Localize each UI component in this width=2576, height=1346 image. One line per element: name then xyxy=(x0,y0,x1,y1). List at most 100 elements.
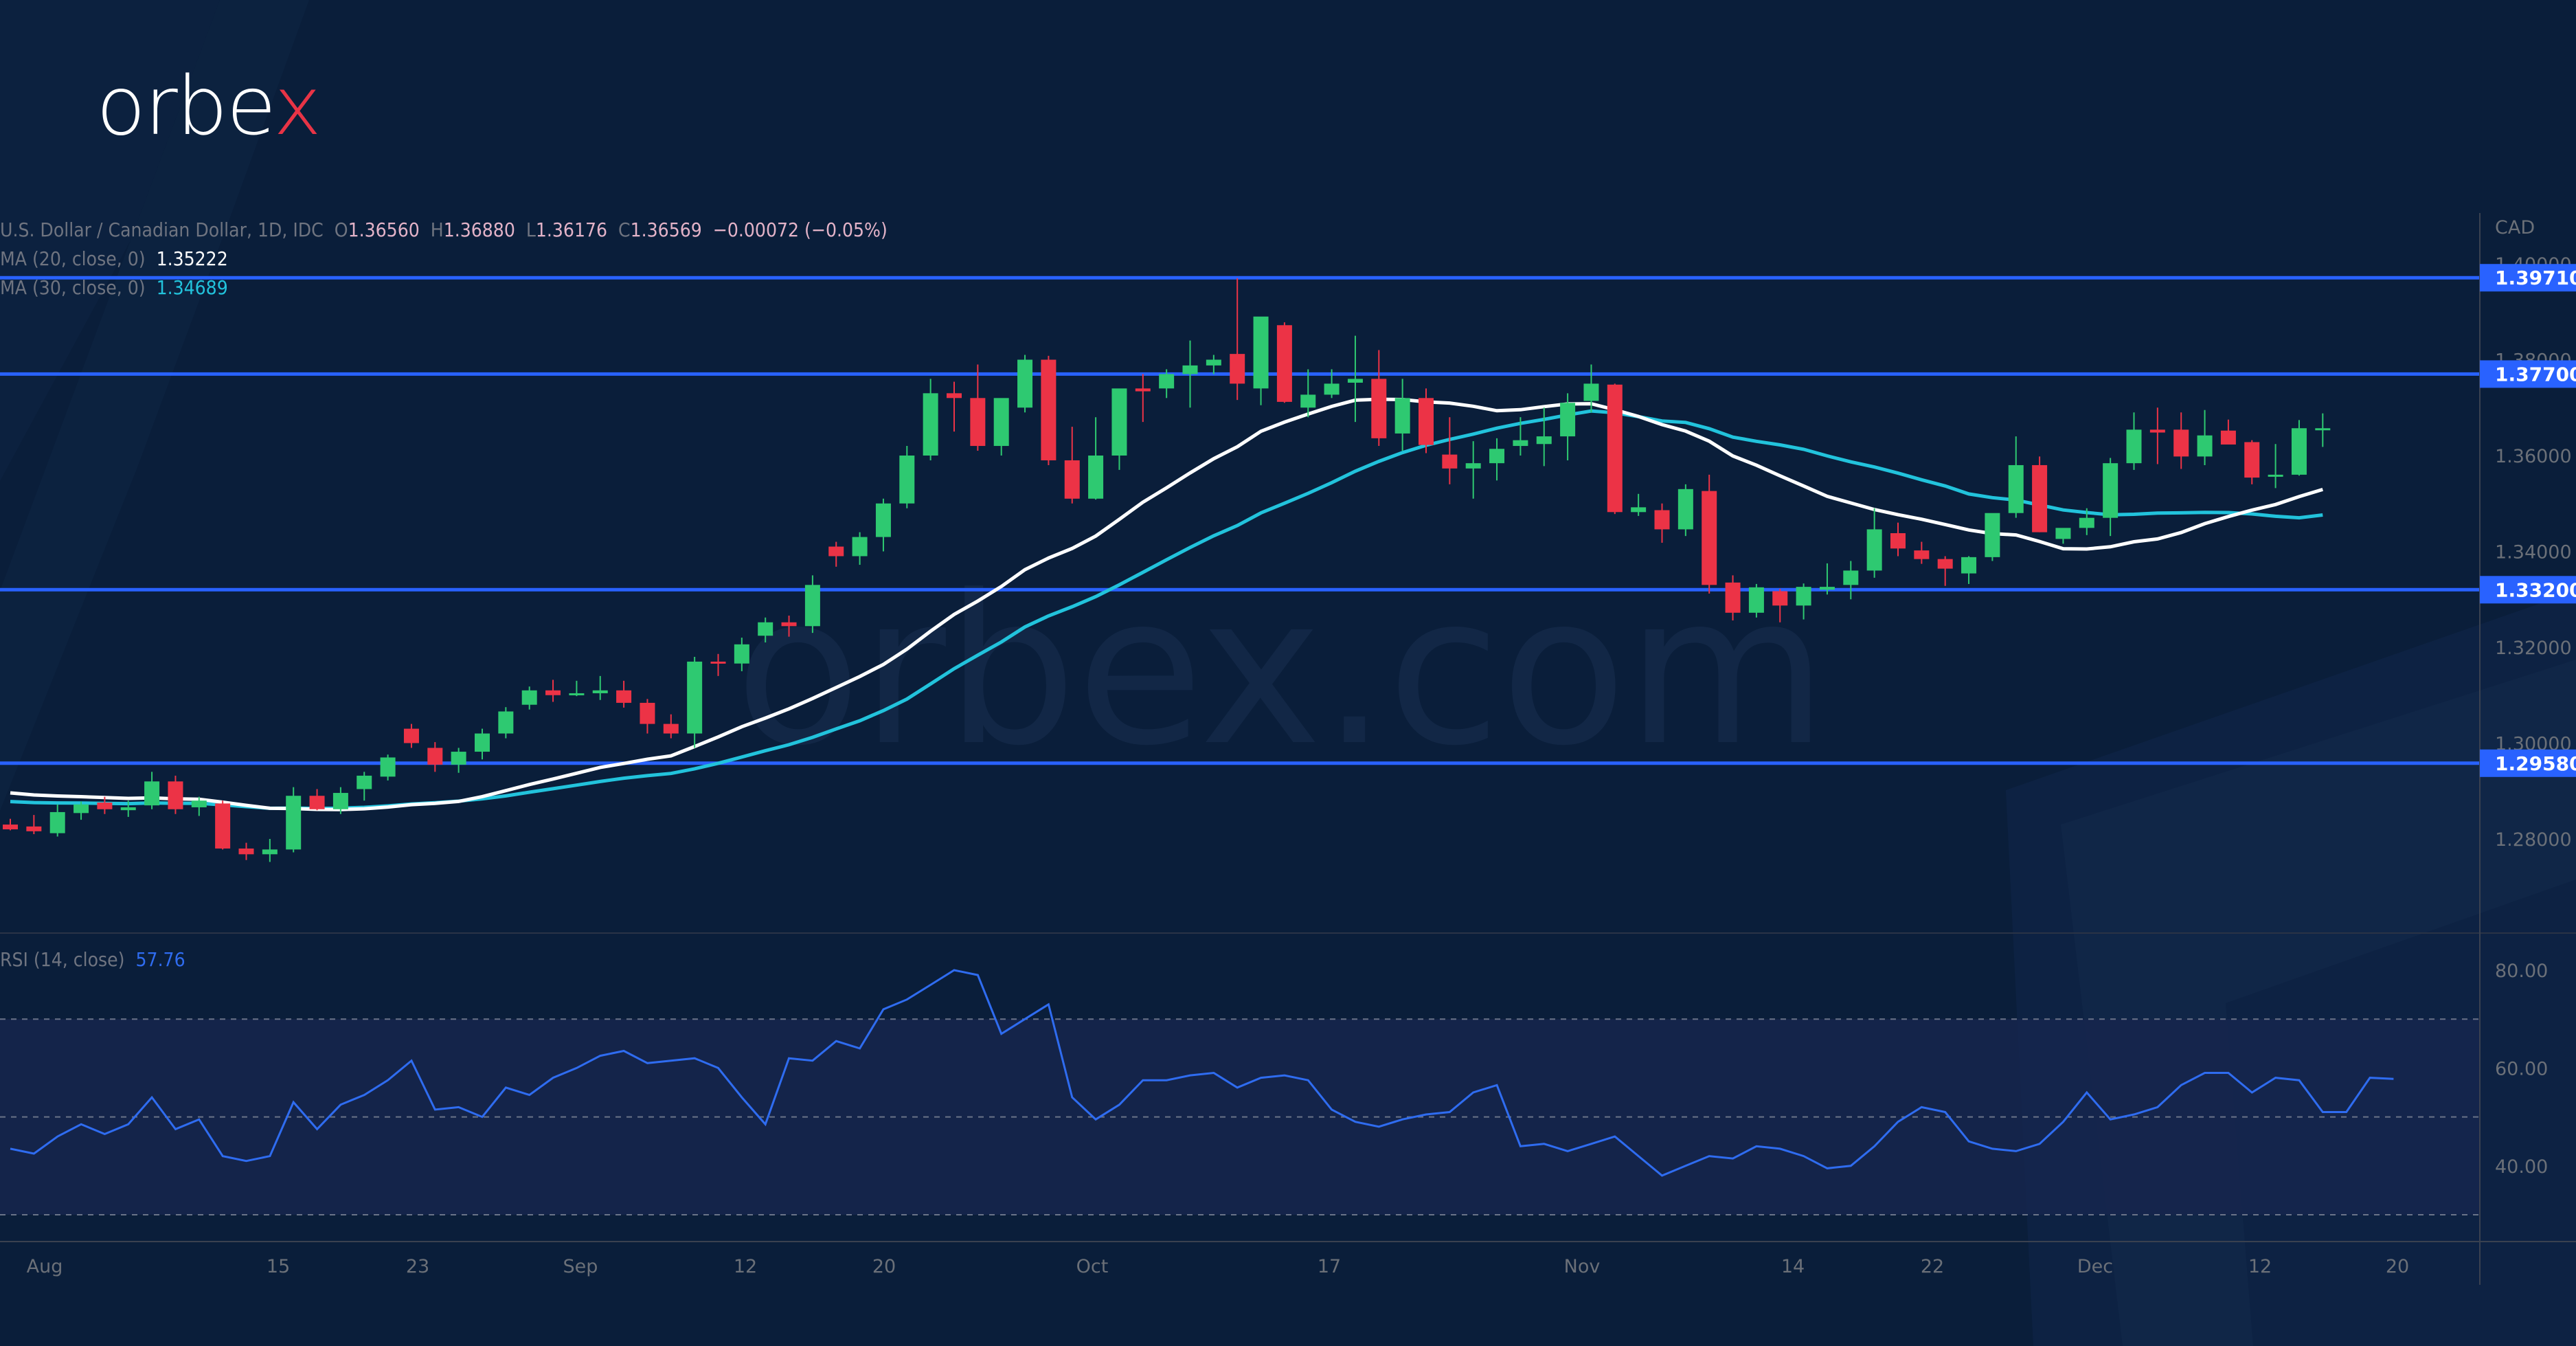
candle-up[interactable] xyxy=(1796,587,1811,606)
candle-up[interactable] xyxy=(1819,587,1835,590)
candle-up[interactable] xyxy=(1111,388,1127,456)
candle-up[interactable] xyxy=(923,393,938,456)
candle-down[interactable] xyxy=(1276,325,1292,402)
candle-up[interactable] xyxy=(2268,474,2283,477)
candle-down[interactable] xyxy=(1607,384,1623,513)
candle-down[interactable] xyxy=(710,661,726,664)
candle-down[interactable] xyxy=(2149,429,2165,433)
candle-up[interactable] xyxy=(1843,570,1859,585)
candle-down[interactable] xyxy=(947,393,962,399)
candle-up[interactable] xyxy=(687,661,703,734)
candle-up[interactable] xyxy=(49,811,65,833)
candle-down[interactable] xyxy=(2032,464,2048,532)
candle-up[interactable] xyxy=(1513,440,1528,447)
candle-up[interactable] xyxy=(852,537,868,557)
candle-down[interactable] xyxy=(168,781,183,809)
candle-down[interactable] xyxy=(2173,429,2189,457)
candle-up[interactable] xyxy=(2103,463,2119,518)
candle-up[interactable] xyxy=(1489,449,1505,464)
candle-up[interactable] xyxy=(1347,379,1363,383)
candle-up[interactable] xyxy=(1017,359,1033,408)
candle-down[interactable] xyxy=(663,724,679,734)
candle-up[interactable] xyxy=(498,711,514,734)
ma20-legend[interactable]: MA (20, close, 0) 1.35222 xyxy=(0,247,228,270)
candle-up[interactable] xyxy=(1536,436,1552,445)
candle-up[interactable] xyxy=(74,804,89,814)
candle-up[interactable] xyxy=(1961,557,1977,574)
candle-down[interactable] xyxy=(97,802,113,809)
candle-down[interactable] xyxy=(1371,379,1387,438)
ma30-legend[interactable]: MA (30, close, 0) 1.34689 xyxy=(0,276,228,299)
candle-down[interactable] xyxy=(640,702,655,724)
candle-down[interactable] xyxy=(545,690,561,695)
horizontal-levels[interactable] xyxy=(0,276,2480,765)
candle-down[interactable] xyxy=(1419,398,1434,445)
candle-up[interactable] xyxy=(2055,528,2071,539)
candle-down[interactable] xyxy=(1772,591,1788,606)
candle-up[interactable] xyxy=(1324,383,1340,395)
candle-down[interactable] xyxy=(2244,442,2260,478)
candle-up[interactable] xyxy=(332,793,348,809)
candle-down[interactable] xyxy=(1914,550,1930,559)
candle-up[interactable] xyxy=(475,733,490,752)
candle-down[interactable] xyxy=(1890,532,1906,549)
candle-up[interactable] xyxy=(2008,464,2024,513)
candle-down[interactable] xyxy=(1442,454,1458,469)
candle-up[interactable] xyxy=(569,693,585,695)
candle-up[interactable] xyxy=(1253,316,1269,389)
candle-up[interactable] xyxy=(1985,513,2000,557)
candle-up[interactable] xyxy=(120,807,136,811)
candle-down[interactable] xyxy=(1135,388,1151,392)
candle-down[interactable] xyxy=(781,622,797,627)
candle-down[interactable] xyxy=(1654,510,1670,530)
candle-down[interactable] xyxy=(309,796,325,809)
candle-down[interactable] xyxy=(616,690,632,703)
candle-up[interactable] xyxy=(592,690,608,693)
candle-up[interactable] xyxy=(2197,435,2213,457)
candle-up[interactable] xyxy=(451,752,466,765)
candle-down[interactable] xyxy=(403,728,419,743)
candle-down[interactable] xyxy=(1937,559,1953,569)
candle-up[interactable] xyxy=(1560,403,1576,437)
candle-down[interactable] xyxy=(1725,582,1741,613)
candle-up[interactable] xyxy=(1631,507,1647,513)
candle-up[interactable] xyxy=(1583,383,1599,401)
candle-up[interactable] xyxy=(2126,429,2142,464)
candle-up[interactable] xyxy=(1159,374,1175,389)
candle-down[interactable] xyxy=(1230,354,1245,384)
candle-up[interactable] xyxy=(899,456,915,504)
candle-up[interactable] xyxy=(993,398,1009,447)
candle-down[interactable] xyxy=(427,748,443,765)
candle-up[interactable] xyxy=(380,757,396,777)
candle-up[interactable] xyxy=(804,585,820,627)
candle-up[interactable] xyxy=(144,781,160,806)
candle-up[interactable] xyxy=(286,796,302,850)
candle-up[interactable] xyxy=(1206,359,1221,366)
candle-up[interactable] xyxy=(1866,529,1882,571)
candle-up[interactable] xyxy=(734,644,749,664)
candle-up[interactable] xyxy=(2315,428,2331,431)
candle-down[interactable] xyxy=(3,825,18,830)
candle-up[interactable] xyxy=(2079,517,2094,528)
candle-up[interactable] xyxy=(1677,489,1693,530)
candle-up[interactable] xyxy=(1394,398,1410,434)
candle-up[interactable] xyxy=(191,800,207,807)
candle-up[interactable] xyxy=(875,503,891,537)
candle-down[interactable] xyxy=(1702,491,1717,585)
rsi-legend[interactable]: RSI (14, close) 57.76 xyxy=(0,948,185,971)
candle-up[interactable] xyxy=(357,775,372,789)
candle-down[interactable] xyxy=(26,826,42,831)
candle-up[interactable] xyxy=(262,849,278,855)
axes[interactable]: CAD1.400001.380001.360001.340001.320001.… xyxy=(0,213,2576,1285)
candle-down[interactable] xyxy=(2220,430,2236,445)
candle-up[interactable] xyxy=(1088,456,1104,499)
candle-up[interactable] xyxy=(758,622,773,636)
candle-down[interactable] xyxy=(1064,460,1080,499)
candle-up[interactable] xyxy=(1465,463,1481,469)
candle-up[interactable] xyxy=(2291,428,2307,475)
candle-down[interactable] xyxy=(1041,359,1057,460)
candle-down[interactable] xyxy=(215,803,231,849)
candle-up[interactable] xyxy=(1182,365,1198,374)
candlesticks[interactable] xyxy=(3,278,2331,862)
